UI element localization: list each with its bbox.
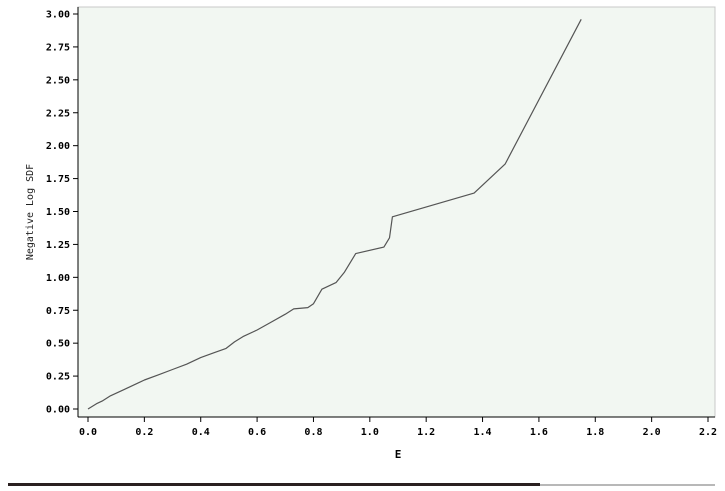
x-tick-label: 1.2 [417, 427, 435, 438]
x-tick-label: 1.4 [474, 427, 492, 438]
y-tick-label: 1.50 [46, 207, 70, 218]
x-axis-title: E [395, 448, 402, 461]
x-tick-label: 1.0 [361, 427, 379, 438]
y-tick-label: 1.00 [46, 273, 70, 284]
y-tick-label: 2.00 [46, 141, 70, 152]
x-tick-label: 0.4 [192, 427, 210, 438]
x-tick-label: 2.0 [643, 427, 661, 438]
bottom-border-light [540, 484, 715, 486]
y-tick-label: 1.75 [46, 174, 70, 185]
y-tick-label: 2.50 [46, 75, 70, 86]
x-tick-label: 0.8 [304, 427, 322, 438]
y-axis-title: Negative Log SDF [25, 164, 36, 260]
plot-area [77, 6, 716, 418]
x-tick-label: 0.0 [79, 427, 97, 438]
y-axis-ticks: 0.00 0.25 0.50 0.75 1.00 1.25 1.50 1.75 2.00 2.25… [46, 10, 78, 416]
y-tick-label: 0.25 [46, 372, 70, 383]
x-tick-label: 1.6 [530, 427, 548, 438]
y-tick-label: 1.25 [46, 240, 70, 251]
series-layer [87, 19, 582, 410]
series-line-0 [87, 19, 582, 410]
bottom-border [8, 483, 540, 486]
y-tick-label: 2.75 [46, 42, 70, 53]
x-tick-label: 2.2 [699, 427, 717, 438]
y-tick-label: 2.25 [46, 108, 70, 119]
x-tick-label: 0.2 [135, 427, 153, 438]
y-tick-label: 3.00 [46, 10, 70, 21]
x-tick-label: 1.8 [586, 427, 604, 438]
y-tick-label: 0.50 [46, 339, 70, 350]
x-tick-label: 0.6 [248, 427, 266, 438]
y-tick-label: 0.00 [46, 405, 70, 416]
x-axis-ticks: 0.0 0.2 0.4 0.6 0.8 1.0 1.2 1.4 1.6 1.8 2.0 2.2 [79, 417, 717, 438]
y-tick-label: 0.75 [46, 306, 70, 317]
